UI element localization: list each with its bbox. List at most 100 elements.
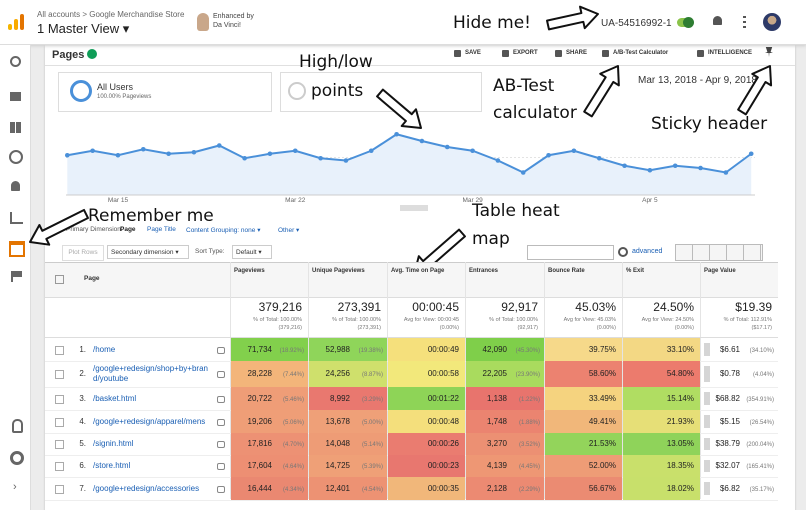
toggle[interactable] bbox=[677, 17, 694, 28]
add-segment-box[interactable] bbox=[280, 72, 482, 112]
heat-cell bbox=[231, 338, 308, 361]
row-checkbox[interactable] bbox=[55, 484, 64, 494]
row-checkbox[interactable] bbox=[55, 462, 64, 471]
bell-icon[interactable] bbox=[713, 16, 722, 25]
page-link[interactable]: /google+redesign/shop+by+brand/youtube bbox=[93, 364, 208, 383]
row-checkbox[interactable] bbox=[55, 440, 64, 449]
row-checkbox[interactable] bbox=[55, 394, 64, 404]
customization-icon[interactable] bbox=[10, 122, 21, 133]
cell-share: (8.87%) bbox=[361, 372, 383, 378]
cell-value: 00:00:26 bbox=[427, 439, 459, 448]
column-header[interactable]: Page bbox=[84, 275, 100, 282]
link-icon[interactable] bbox=[217, 346, 225, 354]
toolbar-button[interactable]: A/B-Test Calculator bbox=[613, 50, 669, 56]
search-box[interactable] bbox=[527, 245, 614, 260]
annotation: map bbox=[472, 229, 510, 249]
point bbox=[90, 148, 95, 154]
heat-cell bbox=[309, 477, 387, 500]
account-path[interactable]: All accounts > Google Merchandise Store bbox=[37, 10, 185, 19]
point bbox=[622, 163, 627, 169]
secondary-dimension[interactable]: Secondary dimension ▾ bbox=[107, 245, 189, 259]
column-header[interactable]: Pageviews bbox=[234, 268, 265, 274]
acquisition-icon[interactable] bbox=[10, 212, 23, 224]
page-link[interactable]: /google+redesign/accessories bbox=[93, 483, 200, 493]
cell-value: $38.79 bbox=[715, 439, 740, 448]
dimension-option[interactable]: Content Grouping: none ▾ bbox=[186, 227, 261, 234]
pin-icon[interactable] bbox=[765, 47, 773, 57]
search-button[interactable] bbox=[618, 247, 628, 257]
column-header[interactable]: % Exit bbox=[626, 268, 645, 274]
page-link[interactable]: /home bbox=[93, 344, 116, 354]
report-title: Pages bbox=[52, 49, 85, 61]
cell-value: 18.02% bbox=[666, 483, 694, 493]
column-header[interactable]: Page Value bbox=[704, 268, 736, 274]
conversions-icon[interactable] bbox=[11, 271, 22, 282]
date-range[interactable]: Mar 13, 2018 - Apr 9, 2018 ▾ bbox=[638, 75, 765, 86]
sort-select[interactable]: Default ▾ bbox=[232, 245, 272, 259]
link-icon[interactable] bbox=[217, 463, 225, 470]
cell-share: (19.38%) bbox=[358, 347, 383, 354]
audience-icon[interactable] bbox=[11, 181, 20, 191]
link-icon[interactable] bbox=[217, 485, 225, 493]
cell-share: (4.04%) bbox=[752, 372, 774, 378]
link-icon[interactable] bbox=[217, 418, 225, 426]
heat-cell bbox=[388, 433, 465, 455]
row-checkbox[interactable] bbox=[55, 345, 64, 355]
column-header[interactable]: Bounce Rate bbox=[548, 268, 585, 274]
toolbar-button[interactable]: SAVE bbox=[465, 50, 481, 56]
total-value: 273,391 bbox=[337, 300, 381, 314]
point bbox=[242, 155, 247, 161]
heat-cell bbox=[623, 477, 700, 500]
search-icon[interactable] bbox=[10, 56, 21, 67]
view-selector[interactable]: 1 Master View ▾ bbox=[37, 21, 130, 36]
value-bar bbox=[704, 415, 710, 428]
dimension-option[interactable]: Page Title bbox=[147, 226, 176, 233]
row-checkbox[interactable] bbox=[55, 370, 64, 379]
behavior-icon[interactable] bbox=[9, 241, 25, 257]
link-icon[interactable] bbox=[217, 395, 225, 403]
column-header[interactable]: Unique Pageviews bbox=[312, 268, 365, 274]
avatar[interactable] bbox=[763, 13, 781, 31]
column-divider bbox=[230, 262, 231, 499]
menu-icon[interactable] bbox=[743, 16, 746, 28]
page-link[interactable]: /signin.html bbox=[93, 439, 134, 448]
settings-icon[interactable] bbox=[10, 451, 24, 465]
annotation: points bbox=[311, 81, 364, 101]
chart-scroll-handle[interactable] bbox=[400, 205, 428, 211]
discover-icon[interactable] bbox=[12, 419, 23, 433]
total-sub: % of Total: 112.91% bbox=[723, 317, 772, 323]
column-header[interactable]: Entrances bbox=[469, 268, 499, 274]
header-checkbox[interactable] bbox=[55, 275, 64, 284]
home-icon[interactable] bbox=[10, 92, 21, 101]
cell-share: (4.54%) bbox=[361, 486, 383, 493]
heat-cell bbox=[231, 387, 308, 410]
link-icon[interactable] bbox=[217, 371, 225, 378]
toolbar-button-icon bbox=[602, 50, 609, 57]
cell-share: (4.45%) bbox=[518, 464, 540, 470]
x-tick-label: Mar 22 bbox=[285, 197, 306, 204]
page-link[interactable]: /store.html bbox=[93, 461, 131, 470]
column-header[interactable]: Avg. Time on Page bbox=[391, 268, 445, 274]
heat-cell bbox=[545, 361, 622, 387]
view-toggles[interactable] bbox=[675, 244, 763, 261]
page-link[interactable]: /basket.html bbox=[93, 393, 137, 403]
realtime-icon[interactable] bbox=[9, 150, 23, 164]
toolbar-button-icon bbox=[555, 50, 562, 57]
dimension-option[interactable]: Page bbox=[120, 226, 136, 233]
segment-box[interactable] bbox=[58, 72, 272, 112]
link-icon[interactable] bbox=[217, 441, 225, 448]
dimension-option[interactable]: Other ▾ bbox=[278, 227, 300, 234]
point bbox=[596, 155, 602, 161]
advanced-link[interactable]: advanced bbox=[632, 248, 663, 255]
toolbar-button[interactable]: INTELLIGENCE bbox=[708, 50, 753, 56]
plot-rows-button[interactable]: Plot Rows bbox=[62, 245, 104, 261]
page-link[interactable]: /google+redesign/apparel/mens bbox=[93, 416, 206, 426]
heat-cell bbox=[623, 433, 700, 455]
toolbar-button[interactable]: SHARE bbox=[566, 50, 588, 56]
row-number: 5. bbox=[79, 439, 86, 448]
row-checkbox[interactable] bbox=[55, 417, 64, 427]
expand-icon[interactable]: › bbox=[13, 481, 17, 493]
toolbar-button[interactable]: EXPORT bbox=[513, 50, 538, 56]
heat-cell bbox=[231, 361, 308, 387]
